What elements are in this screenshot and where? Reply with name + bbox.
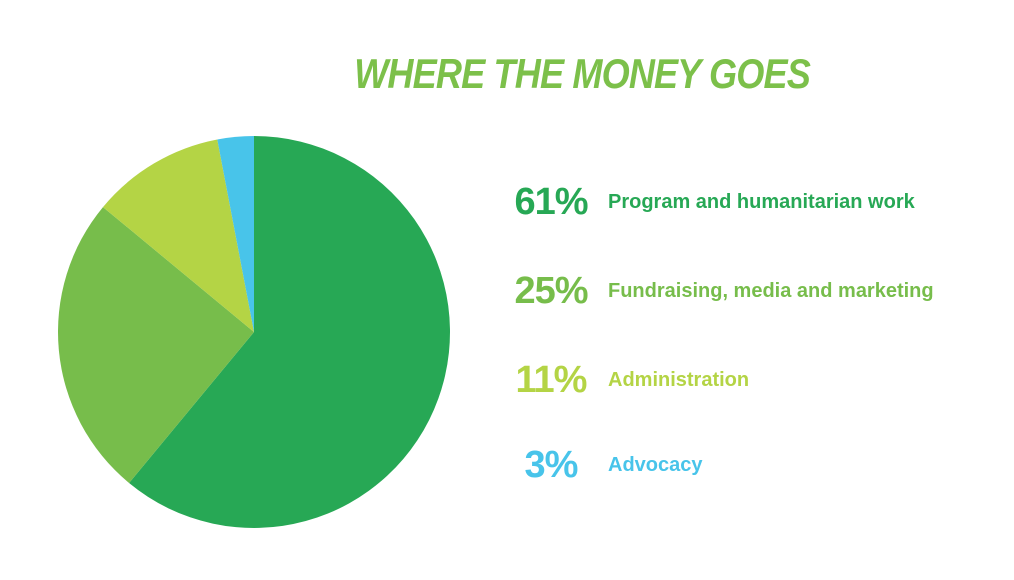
chart-title: WHERE THE MONEY GOES: [354, 50, 811, 97]
legend-value: 61%: [514, 181, 588, 223]
legend-label: Advocacy: [608, 454, 703, 476]
legend-label: Fundraising, media and marketing: [608, 280, 934, 302]
legend-item-program: 61% Program and humanitarian work: [504, 174, 994, 230]
pie-slice-program-and-humanitarian-work: [129, 136, 451, 528]
legend-item-administration: 11% Administration: [504, 352, 994, 408]
legend-item-advocacy: 3% Advocacy: [504, 437, 994, 493]
legend-value: 11%: [515, 359, 588, 401]
pie-slice-fundraising-media-and-marketing: [57, 207, 254, 484]
legend-value: 25%: [514, 270, 588, 312]
pie-slice-administration: [102, 139, 254, 332]
legend-label: Administration: [608, 369, 750, 391]
pie-chart: [57, 136, 451, 528]
legend-value: 3%: [524, 444, 579, 486]
legend-label: Program and humanitarian work: [608, 191, 915, 213]
pie-slice-advocacy: [217, 136, 254, 332]
legend-item-fundraising: 25% Fundraising, media and marketing: [504, 263, 994, 319]
